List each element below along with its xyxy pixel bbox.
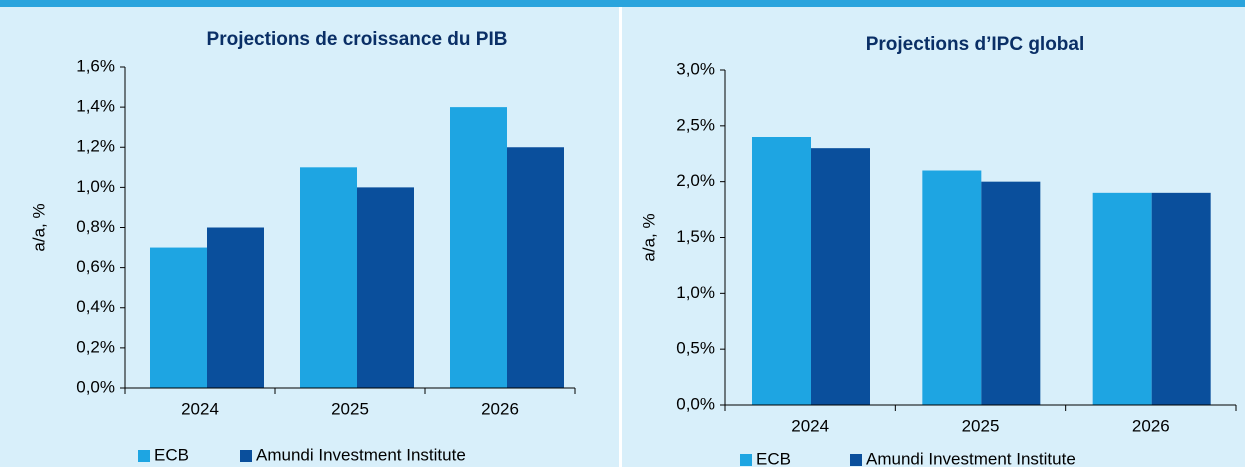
chart-title: Projections d’IPC global <box>866 34 1085 55</box>
legend-label: ECB <box>756 449 791 467</box>
y-tick-label: 1,0% <box>676 283 715 302</box>
y-tick-label: 2,0% <box>676 171 715 190</box>
bar <box>357 187 414 388</box>
bar <box>981 181 1041 405</box>
y-tick-label: 2,5% <box>676 115 715 134</box>
bar <box>450 107 507 388</box>
bar <box>1092 192 1152 405</box>
bar <box>207 227 264 388</box>
y-tick-label: 1,0% <box>76 177 115 196</box>
x-tick-label: 2024 <box>181 399 219 418</box>
y-tick-label: 1,4% <box>76 97 115 116</box>
y-axis-label: a/a, % <box>29 203 48 251</box>
bar <box>300 167 357 388</box>
y-tick-label: 0,0% <box>676 394 715 413</box>
chart-title: Projections de croissance du PIB <box>207 29 508 50</box>
bar <box>811 148 870 405</box>
legend-label: Amundi Investment Institute <box>256 445 466 464</box>
legend-swatch <box>850 454 862 466</box>
y-tick-label: 0,5% <box>676 339 715 358</box>
legend-swatch <box>240 450 252 462</box>
y-tick-label: 0,4% <box>76 297 115 316</box>
bar <box>752 137 811 405</box>
x-tick-label: 2026 <box>481 399 519 418</box>
y-tick-label: 1,5% <box>676 227 715 246</box>
bar <box>922 170 982 405</box>
legend-swatch <box>740 454 752 466</box>
y-tick-label: 0,2% <box>76 337 115 356</box>
divider <box>619 7 622 467</box>
bar <box>507 147 564 388</box>
y-tick-label: 1,2% <box>76 137 115 156</box>
x-tick-label: 2024 <box>791 416 829 435</box>
legend-label: Amundi Investment Institute <box>866 449 1076 467</box>
x-tick-label: 2025 <box>331 399 369 418</box>
x-tick-label: 2026 <box>1132 416 1170 435</box>
bar <box>150 247 207 388</box>
legend-swatch <box>138 450 150 462</box>
y-tick-label: 0,6% <box>76 257 115 276</box>
y-tick-label: 0,8% <box>76 217 115 236</box>
legend-label: ECB <box>154 445 189 464</box>
bar <box>1151 192 1211 405</box>
y-axis-label: a/a, % <box>639 213 658 261</box>
x-tick-label: 2025 <box>962 416 1000 435</box>
y-tick-label: 1,6% <box>76 56 115 75</box>
top-strip <box>0 0 1245 7</box>
y-tick-label: 0,0% <box>76 377 115 396</box>
y-tick-label: 3,0% <box>676 59 715 78</box>
